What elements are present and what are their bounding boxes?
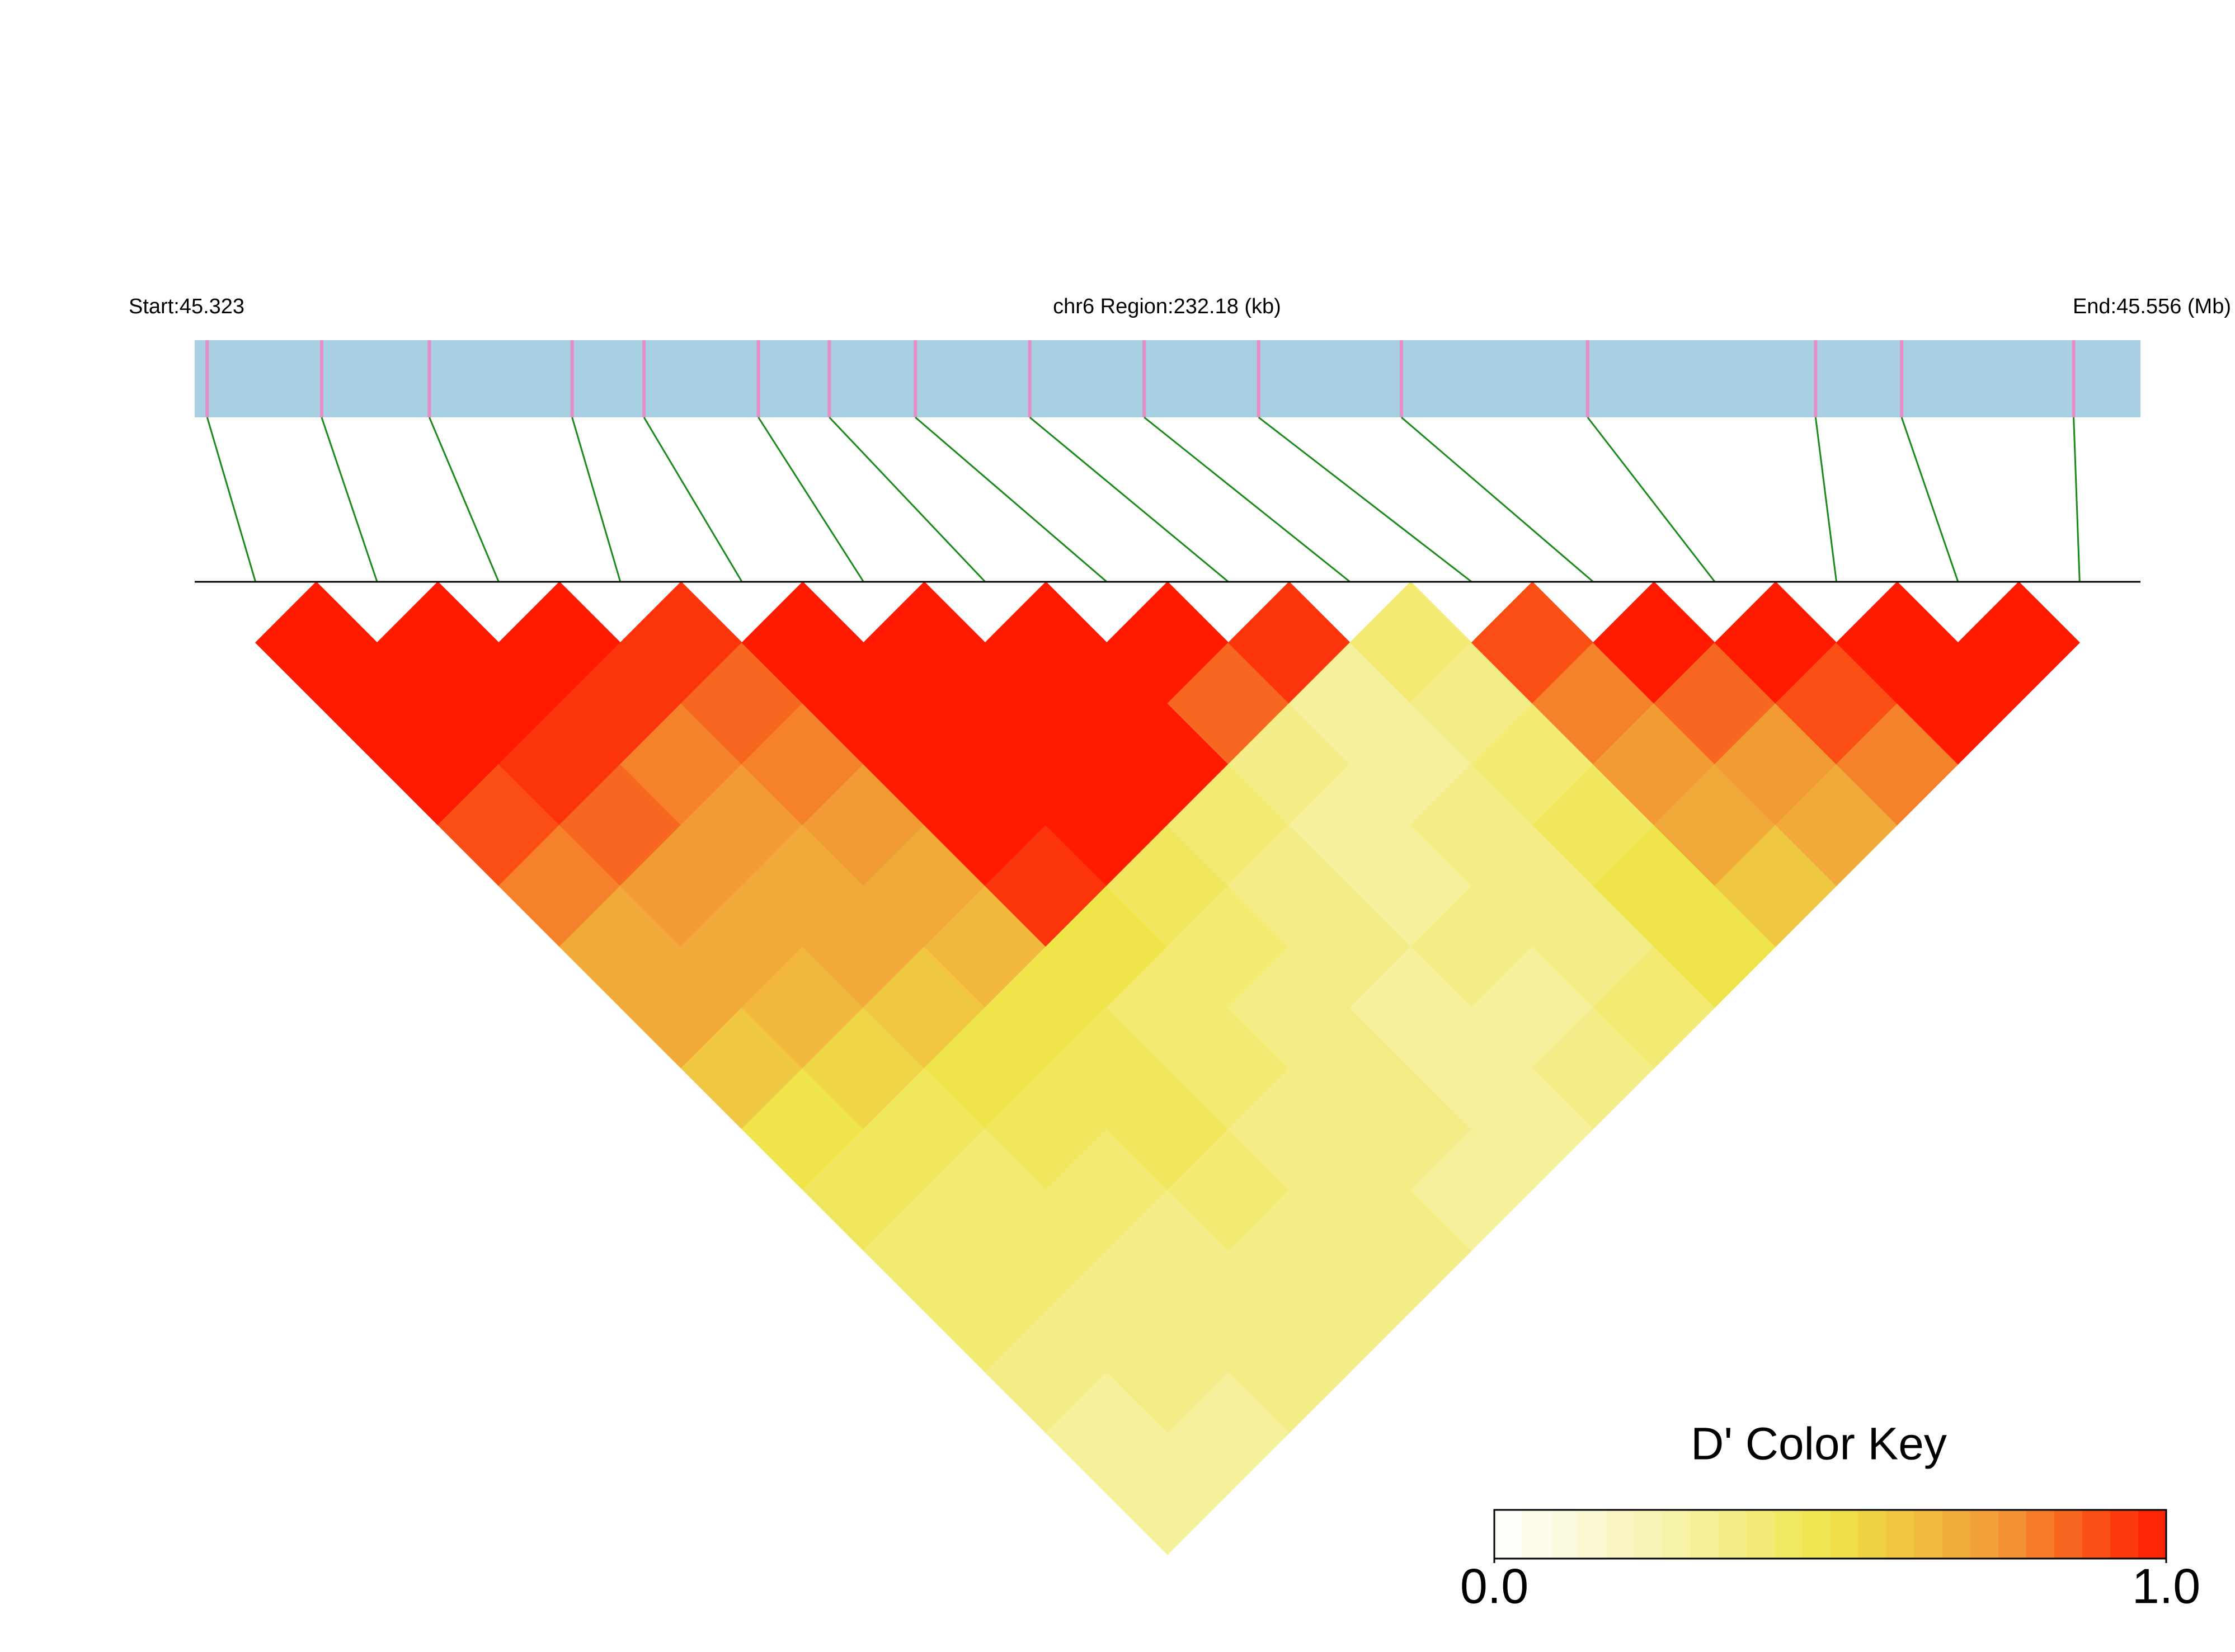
snp-link bbox=[915, 416, 1108, 583]
colorbar-step bbox=[1774, 1510, 1803, 1559]
end-label: End:45.556 (Mb) bbox=[2073, 295, 2231, 318]
colorbar-step bbox=[1578, 1510, 1607, 1559]
snp-link bbox=[321, 417, 378, 582]
colorbar-tick-label: 0.0 bbox=[1460, 1558, 1528, 1613]
snp-link bbox=[1029, 416, 1229, 583]
colorbar-step bbox=[1970, 1510, 1999, 1559]
snp-bar bbox=[195, 340, 2140, 417]
colorbar-step bbox=[1494, 1510, 1523, 1559]
colorbar-step bbox=[2054, 1510, 2083, 1559]
colorbar-step bbox=[2082, 1510, 2111, 1559]
snp-link bbox=[571, 417, 622, 582]
snp-link bbox=[1900, 417, 1959, 582]
colorbar-step bbox=[1690, 1510, 1719, 1559]
colorbar-step bbox=[1942, 1510, 1971, 1559]
colorbar-step bbox=[2026, 1510, 2055, 1559]
colorbar-step bbox=[2138, 1510, 2167, 1559]
snp-link bbox=[429, 417, 500, 582]
snp-link bbox=[206, 417, 257, 582]
snp-link bbox=[1587, 417, 1716, 582]
snp-link bbox=[829, 416, 986, 583]
snp-link bbox=[1144, 416, 1351, 583]
colorbar-step bbox=[1746, 1510, 1775, 1559]
colorbar-step bbox=[1662, 1510, 1691, 1559]
colorbar-step bbox=[1914, 1510, 1943, 1559]
colorbar-step bbox=[1550, 1510, 1579, 1559]
colorbar-step bbox=[1634, 1510, 1663, 1559]
colorbar-title: D' Color Key bbox=[1691, 1419, 1947, 1470]
region-label: chr6 Region:232.18 (kb) bbox=[1053, 295, 1281, 318]
colorbar-step bbox=[1998, 1510, 2027, 1559]
colorbar-step bbox=[1718, 1510, 1747, 1559]
start-label: Start:45.323 bbox=[129, 295, 244, 318]
colorbar-tick-label: 1.0 bbox=[2132, 1558, 2200, 1613]
ld-cell bbox=[1958, 581, 2081, 704]
colorbar-step bbox=[1886, 1510, 1915, 1559]
colorbar-step bbox=[1858, 1510, 1887, 1559]
colorbar-step bbox=[1802, 1510, 1831, 1559]
colorbar-frame bbox=[1493, 1509, 2167, 1560]
snp-link bbox=[2073, 417, 2081, 582]
snp-link bbox=[1400, 416, 1594, 583]
colorbar-step bbox=[1606, 1510, 1635, 1559]
snp-link bbox=[643, 417, 743, 582]
snp-link bbox=[757, 417, 864, 582]
colorbar-step bbox=[1522, 1510, 1551, 1559]
colorbar-step bbox=[1830, 1510, 1859, 1559]
colorbar-step bbox=[2110, 1510, 2139, 1559]
snp-link bbox=[1814, 417, 1838, 582]
snp-link bbox=[1258, 416, 1472, 583]
